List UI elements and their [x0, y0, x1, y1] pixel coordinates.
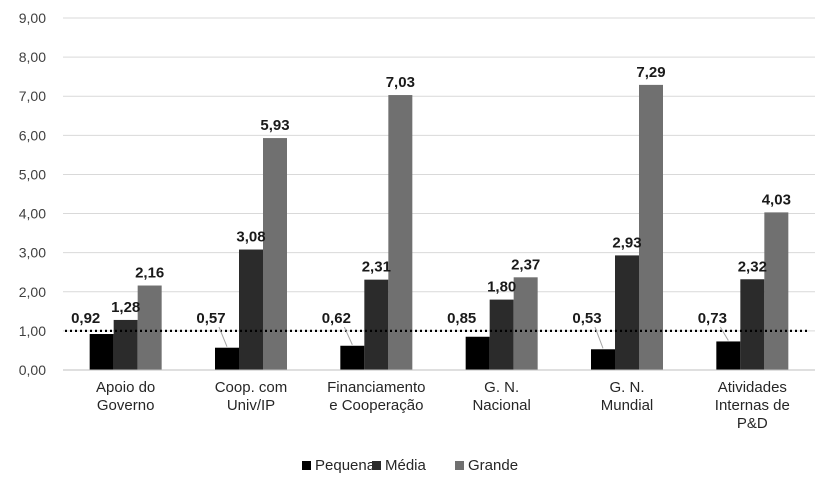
data-label: 4,03 — [762, 191, 791, 208]
data-label: 0,73 — [698, 310, 727, 327]
y-tick-label: 1,00 — [19, 323, 46, 339]
category-label: Financiamento e Cooperação — [327, 379, 425, 414]
bar-pequena — [340, 345, 365, 370]
legend-item-média: Média — [372, 457, 427, 474]
label-leader-line — [594, 326, 604, 349]
bar-média — [364, 279, 389, 370]
data-label: 7,29 — [636, 64, 665, 81]
y-tick-label: 2,00 — [19, 284, 46, 300]
y-tick-label: 7,00 — [19, 88, 46, 104]
bar-grande — [137, 285, 162, 370]
category-label: Coop. com Univ/IP — [215, 379, 288, 414]
data-label: 1,80 — [487, 279, 516, 296]
data-label: 0,53 — [572, 310, 601, 327]
bar-grande — [513, 277, 538, 370]
data-label: 0,85 — [447, 310, 476, 327]
legend: Pequena Média Grande — [302, 457, 518, 474]
bar-média — [489, 299, 514, 370]
legend-label: Pequena — [315, 457, 376, 474]
y-tick-label: 6,00 — [19, 127, 46, 143]
bar-média — [239, 249, 263, 370]
bar-grande — [388, 95, 413, 370]
y-axis-ticks: 0,00 1,00 2,00 3,00 4,00 5,00 6,00 7,00 8,00 9,00 — [19, 10, 46, 378]
bar-média — [740, 279, 765, 370]
bar-pequena — [215, 347, 239, 370]
y-tick-label: 3,00 — [19, 245, 46, 261]
legend-swatch — [372, 461, 381, 470]
data-label: 0,62 — [322, 310, 351, 327]
category-label: G. N. Mundial — [601, 379, 654, 414]
label-leader-line — [719, 326, 729, 341]
bar-média — [113, 319, 138, 370]
legend-label: Média — [385, 457, 427, 474]
data-label: 1,28 — [111, 299, 140, 316]
bar-pequena — [89, 334, 114, 370]
bar-pequena — [716, 341, 741, 370]
data-label: 0,57 — [196, 310, 225, 327]
data-label: 5,93 — [260, 117, 289, 134]
data-label: 0,92 — [71, 310, 100, 327]
y-tick-label: 8,00 — [19, 49, 46, 65]
label-leader-line — [343, 326, 353, 345]
y-tick-label: 0,00 — [19, 362, 46, 378]
data-labels: 0,92 1,28 2,16 0,57 3,08 5,93 0,62 2,31 7,03 0,85… — [71, 64, 791, 349]
y-tick-label: 5,00 — [19, 166, 46, 182]
category-label: Apoio do Governo — [96, 379, 155, 414]
data-label: 2,31 — [362, 259, 391, 276]
bar-grande — [764, 212, 789, 370]
data-label: 2,16 — [135, 265, 164, 282]
data-label: 2,93 — [612, 234, 641, 251]
label-leader-line — [218, 326, 228, 347]
data-label: 2,32 — [738, 258, 767, 275]
y-tick-label: 9,00 — [19, 10, 46, 26]
data-label: 3,08 — [236, 229, 265, 246]
bar-grande — [263, 138, 287, 370]
legend-item-grande: Grande — [455, 457, 518, 474]
bars — [89, 84, 789, 370]
bar-pequena — [465, 336, 490, 370]
category-label: Atividades Internas de P&D — [715, 379, 790, 432]
legend-swatch — [455, 461, 464, 470]
category-label: G. N. Nacional — [472, 379, 530, 414]
legend-item-pequena: Pequena — [302, 457, 376, 474]
data-label: 2,37 — [511, 256, 540, 273]
gridlines — [63, 17, 815, 332]
legend-swatch — [302, 461, 311, 470]
bar-pequena — [591, 349, 615, 370]
y-tick-label: 4,00 — [19, 206, 46, 222]
data-label: 7,03 — [386, 74, 415, 91]
bar-média — [615, 255, 639, 370]
x-axis-categories: Apoio do Governo Coop. com Univ/IP Financiam… — [96, 379, 790, 432]
legend-label: Grande — [468, 457, 518, 474]
bar-grande — [639, 84, 663, 370]
